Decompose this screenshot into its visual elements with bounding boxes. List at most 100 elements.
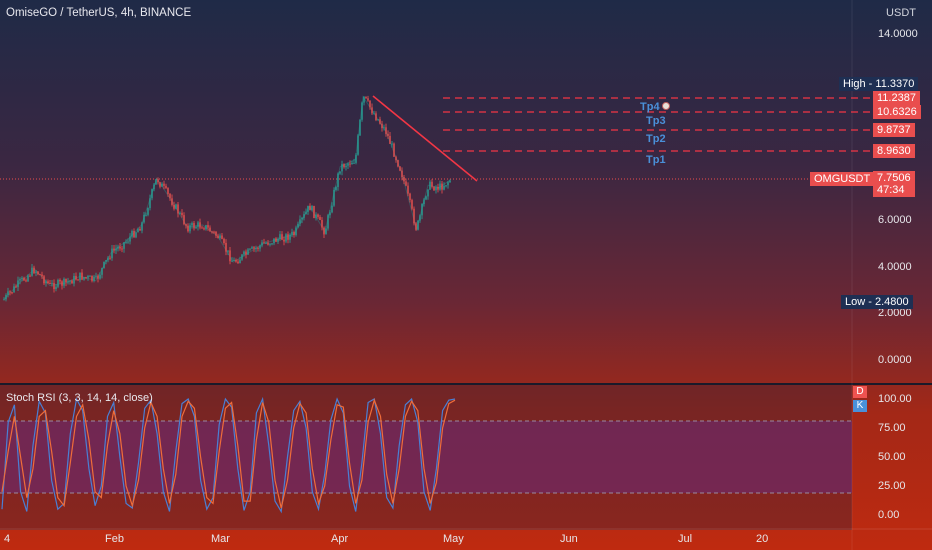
candle-body xyxy=(71,280,73,284)
candle-body xyxy=(229,250,231,262)
candle-body xyxy=(423,199,425,205)
candle-body xyxy=(309,205,311,211)
candle-body xyxy=(47,281,49,284)
candle-body xyxy=(379,119,381,124)
candle-body xyxy=(191,223,193,226)
candle-body xyxy=(247,249,249,255)
candle-body xyxy=(331,205,333,213)
candle-body xyxy=(375,113,377,121)
candle-body xyxy=(335,187,337,190)
candle-body xyxy=(211,231,213,233)
candle-body xyxy=(447,182,449,186)
candle-body xyxy=(29,275,31,277)
candle-body xyxy=(325,228,327,235)
symbol-tag: OMGUSDT xyxy=(810,172,875,186)
candle-body xyxy=(5,294,7,300)
candle-body xyxy=(137,228,139,233)
candle-body xyxy=(55,286,57,290)
candle-body xyxy=(165,185,167,189)
rsi-tick: 0.00 xyxy=(878,509,900,521)
candle-body xyxy=(195,226,197,229)
candle-body xyxy=(119,246,121,249)
candle-body xyxy=(295,227,297,236)
candle-body xyxy=(397,160,399,167)
candle-body xyxy=(209,227,211,232)
candle-body xyxy=(15,286,17,288)
candle-body xyxy=(371,107,373,114)
target-label-tp4: Tp4 xyxy=(640,101,660,113)
candle-body xyxy=(297,223,299,228)
candle-body xyxy=(329,212,331,216)
candle-body xyxy=(121,248,123,250)
candle-body xyxy=(131,230,133,237)
candle-body xyxy=(409,193,411,201)
level-tag: 11.2387 xyxy=(873,91,920,105)
candle-body xyxy=(287,234,289,240)
candle-body xyxy=(385,127,387,134)
price-tick: 0.0000 xyxy=(878,354,912,366)
candle-body xyxy=(425,196,427,200)
candle-body xyxy=(387,133,389,136)
candle-body xyxy=(233,259,235,261)
candle-body xyxy=(167,188,169,194)
price-tick: 6.0000 xyxy=(878,214,912,226)
candle-body xyxy=(395,156,397,161)
candle-body xyxy=(125,241,127,243)
candle-body xyxy=(327,215,329,229)
candle-body xyxy=(373,113,375,115)
alert-icon[interactable] xyxy=(662,102,670,110)
candle-body xyxy=(217,235,219,239)
candle-body xyxy=(197,222,199,227)
candle-body xyxy=(339,171,341,174)
trendline[interactable] xyxy=(372,95,478,182)
candle-body xyxy=(365,96,367,99)
candle-body xyxy=(43,276,45,284)
candle-body xyxy=(215,231,217,236)
candle-body xyxy=(123,242,125,249)
price-tick: 14.0000 xyxy=(878,28,918,40)
candle-body xyxy=(203,228,205,230)
candle-body xyxy=(19,279,21,281)
candle-body xyxy=(25,280,27,282)
candle-body xyxy=(177,204,179,214)
candle-body xyxy=(193,223,195,229)
candle-body xyxy=(39,274,41,276)
candle-body xyxy=(237,261,239,264)
candle-body xyxy=(361,102,363,120)
candle-body xyxy=(275,238,277,242)
candle-body xyxy=(383,127,385,129)
candle-body xyxy=(111,248,113,259)
candle-body xyxy=(261,242,263,246)
candle-body xyxy=(115,248,117,251)
candle-body xyxy=(57,279,59,287)
candle-body xyxy=(149,198,151,209)
candle-body xyxy=(313,205,315,219)
candle-body xyxy=(245,251,247,255)
low-tag: Low - 2.4800 xyxy=(841,295,913,309)
stoch-line-d xyxy=(1,398,456,509)
candle-body xyxy=(129,236,131,242)
candle-body xyxy=(289,234,291,240)
candle-body xyxy=(163,183,165,186)
candle-body xyxy=(231,260,233,262)
rsi-tick: 75.00 xyxy=(878,422,906,434)
candle-body xyxy=(241,254,243,260)
candle-body xyxy=(75,275,77,280)
candle-body xyxy=(227,250,229,252)
candle-body xyxy=(321,219,323,228)
candle-body xyxy=(171,198,173,205)
candle-body xyxy=(251,247,253,249)
candle-body xyxy=(79,272,81,281)
candle-body xyxy=(283,239,285,242)
candle-body xyxy=(219,235,221,239)
candle-body xyxy=(81,272,83,280)
candle-body xyxy=(273,238,275,244)
high-tag: High - 11.3370 xyxy=(839,77,919,91)
candle-body xyxy=(113,248,115,251)
candle-body xyxy=(207,225,209,228)
candle-body xyxy=(141,222,143,231)
candle-body xyxy=(93,276,95,281)
candle-body xyxy=(89,275,91,277)
indicator-title[interactable]: Stoch RSI (3, 3, 14, 14, close) xyxy=(6,392,153,404)
target-label-tp1: Tp1 xyxy=(646,154,666,166)
